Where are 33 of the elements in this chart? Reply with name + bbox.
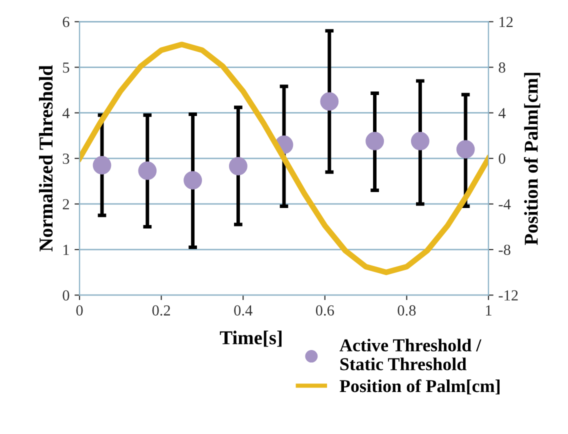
legend-label: Active Threshold / Static Threshold (340, 338, 482, 370)
y2-tick-label: 8 (498, 62, 506, 73)
point (228, 156, 248, 176)
y-tick-label: 3 (62, 154, 70, 164)
y2-tick-label: 4 (498, 108, 506, 118)
x-tick-label: 0.4 (234, 305, 252, 316)
point (138, 162, 157, 180)
x-tick-label: 0.6 (316, 305, 334, 316)
y2-tick-label: -4 (498, 199, 511, 210)
x-tick-label: 0.2 (152, 305, 170, 316)
y-tick-label: 0 (62, 290, 70, 301)
y2-tick-label: 0 (498, 154, 506, 164)
y-tick-label: 2 (62, 199, 69, 210)
y-tick-label: 1 (64, 244, 69, 255)
point (184, 171, 202, 190)
y2-axis-title: Position of Palm[cm] (524, 72, 540, 246)
x-tick-label: 1 (486, 305, 492, 316)
x-axis-title: Time[s] (220, 330, 282, 347)
y2-tick-label: -12 (498, 290, 518, 300)
point (410, 132, 430, 150)
y2-tick-label: -8 (498, 244, 510, 255)
point (320, 92, 339, 111)
point (366, 132, 384, 150)
x-tick-label: 0 (76, 305, 83, 316)
y-tick-label: 6 (62, 16, 70, 28)
y-tick-label: 5 (63, 62, 70, 73)
legend-label: Position of Palm[cm] (340, 379, 500, 394)
y-tick-label: 4 (62, 108, 70, 118)
point (456, 140, 475, 158)
y-axis-title: Normalized Threshold (38, 65, 53, 252)
y2-tick-label: 12 (500, 16, 513, 27)
x-tick-label: 0.8 (398, 305, 416, 316)
point (92, 156, 112, 174)
